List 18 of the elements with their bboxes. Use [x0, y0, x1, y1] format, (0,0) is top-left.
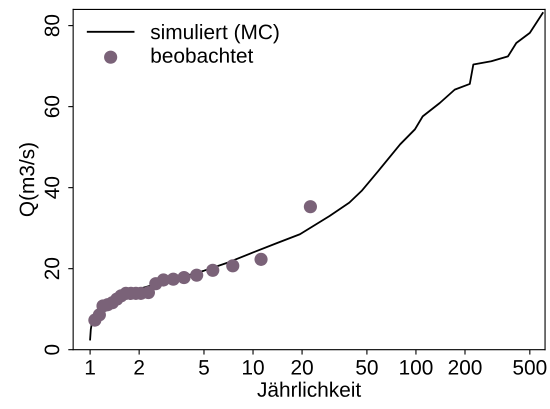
x-tick-label: 50 [356, 360, 378, 375]
y-axis-title: Q(m3/s) [19, 143, 38, 216]
x-tick-label: 500 [513, 360, 546, 375]
y-tick-label: 0 [44, 344, 60, 355]
x-tick-label: 5 [199, 360, 209, 375]
x-tick-label: 200 [448, 360, 482, 375]
y-tick-label: 60 [44, 96, 60, 118]
x-tick-label: 100 [400, 360, 433, 375]
x-axis-title: Jährlichkeit [257, 382, 362, 397]
y-tick-label: 80 [44, 14, 60, 36]
x-tick-label: 10 [243, 360, 264, 375]
x-tick-label: 2 [134, 360, 144, 375]
y-tick-label: 40 [44, 176, 60, 199]
legend-label: simuliert (MC) [150, 24, 279, 44]
y-tick-label: 20 [44, 258, 60, 280]
x-tick-label: 20 [292, 360, 313, 375]
x-tick-label: 1 [86, 360, 95, 375]
legend-label: beobachtet [152, 48, 254, 63]
